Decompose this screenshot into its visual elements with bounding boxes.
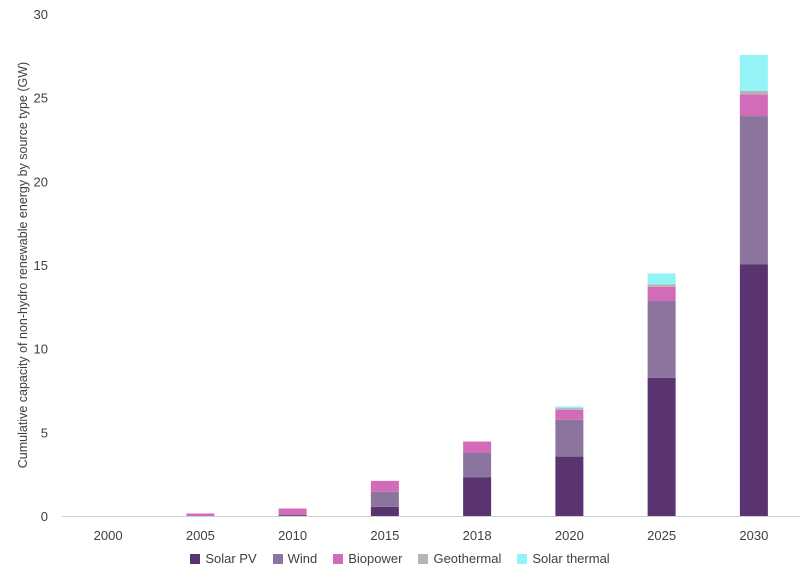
bar-solar-pv-2020 [555,456,584,516]
x-tick-label: 2000 [94,528,123,543]
x-tick-label: 2018 [463,528,492,543]
x-axis-ticks: 2000 2005 2010 2015 2018 2020 2025 2030 [94,528,769,543]
bar-solar-pv-2030 [739,264,768,516]
legend-item: Solar thermal [517,551,610,566]
bar-solar-thermal-2025 [647,273,676,285]
bar-solar-pv-2010 [278,515,307,516]
x-tick-label: 2020 [555,528,584,543]
legend-swatch [272,553,283,564]
y-axis-ticks: 0 5 10 15 20 25 30 [34,7,48,524]
x-tick-label: 2010 [278,528,307,543]
legend-label: Biopower [348,551,403,566]
legend-label: Wind [287,551,318,566]
legend-label: Solar thermal [532,551,610,566]
legend-swatch [418,553,429,564]
x-tick-label: 2015 [370,528,399,543]
y-axis-label: Cumulative capacity of non-hydro renewab… [16,62,30,468]
bar-solar-pv-2018 [463,477,492,516]
legend-item: Geothermal [418,551,501,566]
bar-geothermal-2025 [647,284,676,287]
legend-label: Solar PV [205,551,257,566]
bar-biopower-2030 [739,94,768,117]
bar-wind-2020 [555,419,584,457]
bar-biopower-2015 [370,480,399,492]
bar-wind-2015 [370,491,399,507]
bar-wind-2030 [739,116,768,265]
y-tick-label: 30 [34,7,48,22]
bar-biopower-2025 [647,286,676,301]
bar-solar-thermal-2020 [555,406,584,409]
legend-swatch [190,553,201,564]
bar-geothermal-2020 [555,408,584,410]
bar-solar-pv-2025 [647,377,676,516]
bar-biopower-2010 [278,508,307,515]
legend-label: Geothermal [433,551,502,566]
legend-swatch [517,553,528,564]
bar-wind-2018 [463,452,492,478]
x-tick-label: 2025 [647,528,676,543]
y-tick-label: 15 [34,258,48,273]
legend-item: Wind [272,551,318,566]
bar-wind-2010 [278,514,307,516]
legend-swatch [333,553,344,564]
y-tick-label: 25 [34,91,48,106]
bar-biopower-2005 [186,513,215,516]
y-tick-label: 20 [34,174,48,189]
bar-solar-pv-2015 [370,506,399,516]
bar-geothermal-2030 [739,90,768,95]
x-tick-label: 2030 [739,528,768,543]
y-tick-label: 10 [34,342,48,357]
y-tick-label: 0 [41,509,48,524]
legend-item: Solar PV [190,551,257,566]
x-tick-label: 2005 [186,528,215,543]
bars [186,54,768,516]
bar-biopower-2018 [463,441,492,453]
y-tick-label: 5 [41,425,48,440]
legend-item: Biopower [333,551,402,566]
legend: Solar PV Wind Biopower Geothermal Solar ther… [0,551,800,566]
bar-wind-2025 [647,300,676,378]
bar-solar-thermal-2030 [739,54,768,91]
bar-biopower-2020 [555,409,584,420]
